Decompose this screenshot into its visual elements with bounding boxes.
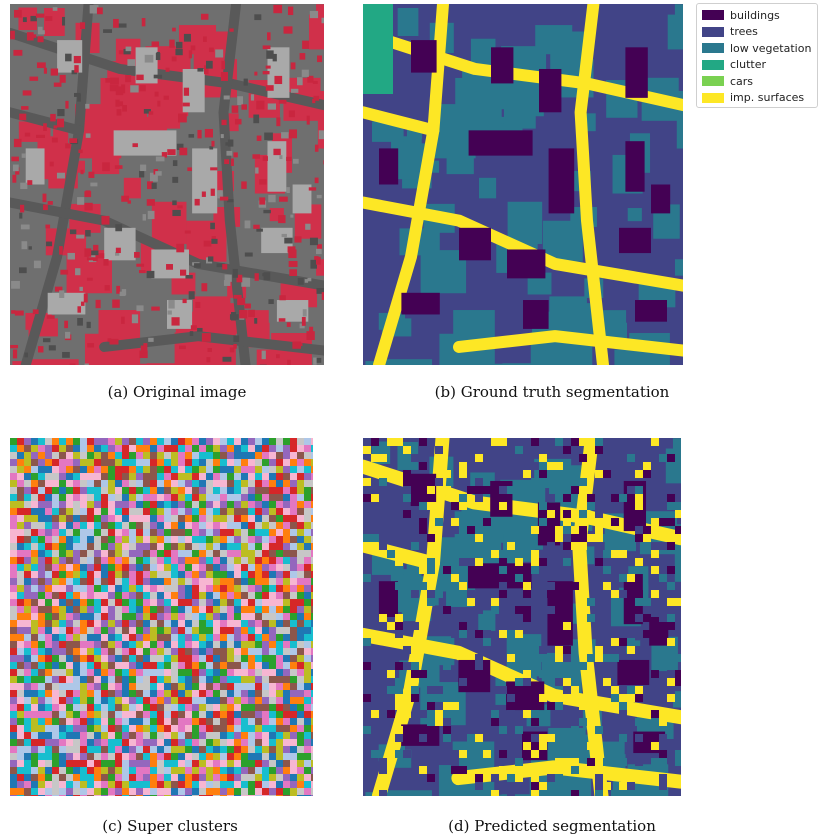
legend-swatch bbox=[702, 26, 724, 37]
legend-label: buildings bbox=[730, 8, 780, 22]
legend-item: clutter bbox=[702, 57, 812, 74]
legend-swatch bbox=[702, 10, 724, 21]
legend-swatch bbox=[702, 92, 724, 103]
original-image bbox=[10, 4, 324, 365]
legend-label: low vegetation bbox=[730, 41, 812, 55]
legend-label: imp. surfaces bbox=[730, 91, 805, 105]
caption-original-image: (a) Original image bbox=[107, 383, 247, 401]
legend-item: low vegetation bbox=[702, 40, 812, 57]
legend-item: buildings bbox=[702, 7, 812, 24]
legend-swatch bbox=[702, 76, 724, 87]
class-legend: buildings trees low vegetation clutter cars i… bbox=[696, 3, 818, 108]
super-clusters-image bbox=[10, 438, 313, 796]
predicted-segmentation bbox=[363, 438, 681, 796]
legend-swatch bbox=[702, 43, 724, 54]
legend-swatch bbox=[702, 59, 724, 70]
legend-label: trees bbox=[730, 25, 758, 39]
legend-label: cars bbox=[730, 74, 754, 88]
legend-item: imp. surfaces bbox=[702, 90, 812, 107]
legend-label: clutter bbox=[730, 58, 766, 72]
legend-item: cars bbox=[702, 73, 812, 90]
legend-item: trees bbox=[702, 24, 812, 41]
caption-predicted-segmentation: (d) Predicted segmentation bbox=[448, 817, 656, 835]
ground-truth-segmentation bbox=[363, 4, 683, 365]
caption-super-clusters: (c) Super clusters bbox=[102, 817, 238, 835]
caption-ground-truth: (b) Ground truth segmentation bbox=[434, 383, 670, 401]
